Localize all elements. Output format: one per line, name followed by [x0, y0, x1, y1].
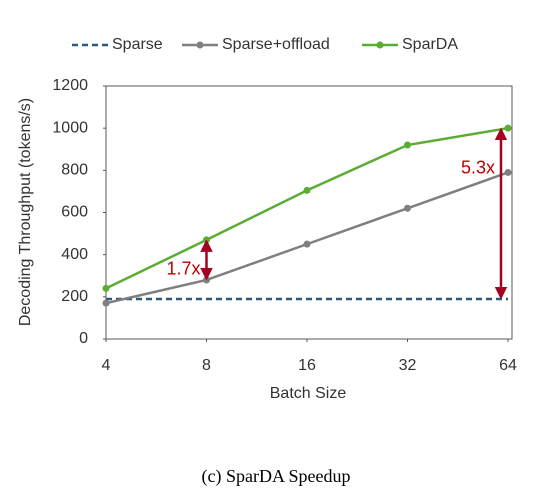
y-tick-label: 1000 [52, 119, 88, 136]
point [102, 284, 110, 292]
annotation-label: 1.7x [166, 259, 200, 279]
y-tick-label: 1200 [52, 77, 88, 94]
x-tick-label: 8 [202, 357, 211, 374]
plot-frame [105, 85, 513, 340]
y-tick-label: 400 [61, 246, 88, 263]
point [102, 299, 110, 307]
y-tick-label: 600 [61, 204, 88, 221]
caption: (c) SparDA Speedup [202, 466, 351, 487]
point [303, 186, 311, 194]
legend-marker [196, 41, 204, 49]
x-tick-label: 32 [399, 357, 417, 374]
x-axis-label: Batch Size [270, 385, 347, 402]
annotation-label: 5.3x [461, 157, 495, 177]
legend-marker [376, 41, 384, 49]
point [404, 204, 411, 212]
point [404, 141, 411, 149]
y-tick-label: 0 [79, 330, 88, 347]
y-axis-label: Decoding Throughput (tokens/s) [17, 98, 34, 326]
point [303, 240, 311, 248]
legend-label: Sparse+offload [222, 36, 330, 53]
legend-label: Sparse [112, 36, 163, 53]
y-tick-label: 200 [61, 288, 88, 305]
x-tick-label: 16 [298, 357, 316, 374]
point [504, 124, 512, 132]
point [504, 168, 512, 176]
x-tick-label: 64 [499, 357, 517, 374]
legend-label: SparDA [402, 36, 458, 53]
y-tick-label: 800 [61, 162, 88, 179]
x-tick-label: 4 [102, 357, 111, 374]
